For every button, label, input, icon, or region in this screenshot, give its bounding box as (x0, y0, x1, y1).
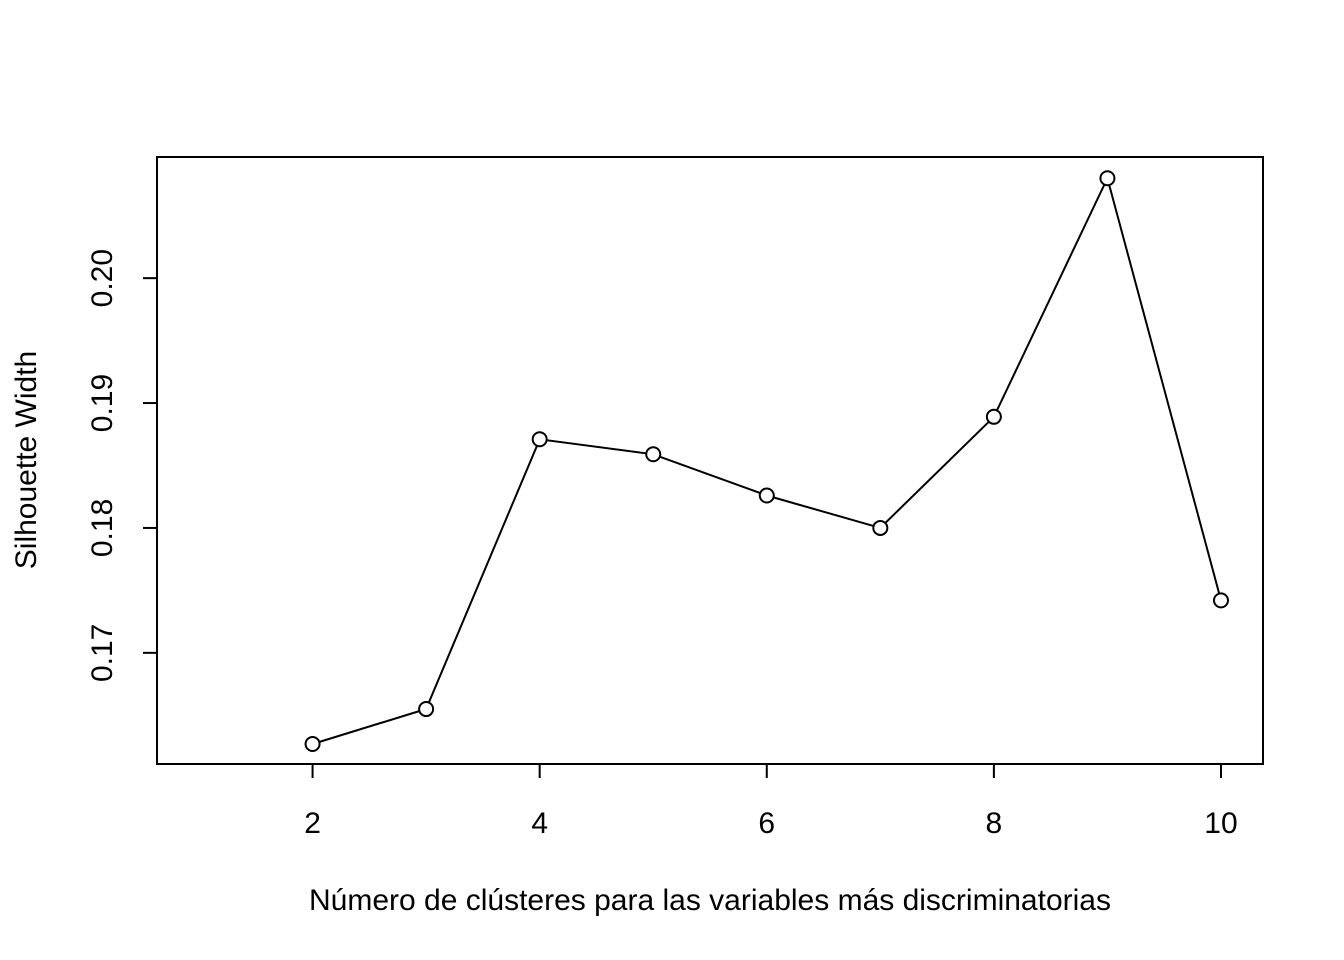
data-point (531, 431, 548, 448)
y-axis-title: Silhouette Width (10, 351, 43, 569)
y-tick-label: 0.19 (86, 374, 119, 432)
data-point (1212, 592, 1229, 609)
y-tick-label: 0.18 (86, 499, 119, 557)
data-point (1099, 170, 1116, 187)
x-axis-title: Número de clústeres para las variables m… (309, 884, 1111, 917)
y-axis: 0.17 0.18 0.19 0.20 (86, 249, 158, 682)
x-tick-label: 10 (1204, 807, 1237, 840)
data-point (758, 487, 775, 504)
series-line (312, 175, 1222, 745)
series-points (304, 170, 1229, 753)
y-tick-label: 0.20 (86, 249, 119, 307)
x-axis: 2 4 6 8 10 (304, 763, 1238, 840)
data-point (985, 408, 1002, 425)
x-tick-label: 4 (531, 807, 548, 840)
data-point (418, 701, 435, 718)
data-point (645, 446, 662, 463)
x-tick-label: 6 (758, 807, 775, 840)
y-tick-label: 0.17 (86, 624, 119, 682)
data-point (304, 736, 321, 753)
data-point (872, 519, 889, 536)
x-tick-label: 2 (304, 807, 321, 840)
plot-frame (156, 156, 1264, 765)
x-tick-label: 8 (986, 807, 1003, 840)
